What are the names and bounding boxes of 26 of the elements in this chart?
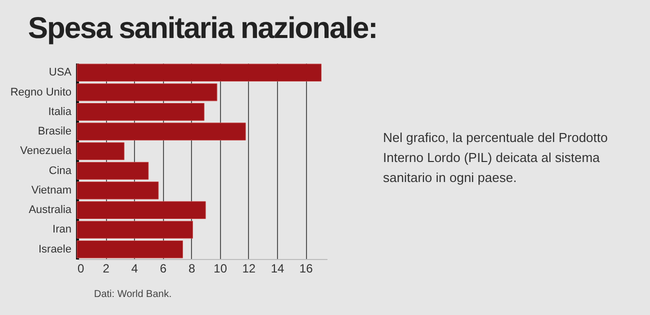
x-tick-label: 0 xyxy=(78,262,84,276)
y-tick-label: Italia xyxy=(48,106,72,118)
bar xyxy=(76,83,218,102)
chart-title: Spesa sanitaria nazionale: xyxy=(28,12,378,46)
bar xyxy=(76,240,183,258)
y-tick-label: Australia xyxy=(28,204,72,216)
y-tick-label: USA xyxy=(48,66,72,79)
y-tick-label: Cina xyxy=(48,164,72,177)
x-tick-label: 6 xyxy=(160,262,167,276)
y-tick-label: Brasile xyxy=(38,126,72,138)
bar xyxy=(76,64,322,82)
x-tick-label: 4 xyxy=(131,262,138,276)
y-tick-label: Iran xyxy=(52,224,72,236)
text: Nel grafico, la percentuale del Prodotto Interno Lordo (PIL) deicata al sistema sanitario in ogni paese. xyxy=(383,129,609,187)
x-tick-label: 10 xyxy=(214,262,228,276)
x-tick-label: 16 xyxy=(299,262,314,276)
y-tick-label: Regno Unito xyxy=(10,86,72,98)
y-tick-label: Venezuela xyxy=(20,145,72,158)
y-tick-label: Israele xyxy=(38,243,72,256)
text: Dati: World Bank. xyxy=(94,289,172,300)
x-tick-label: 12 xyxy=(242,262,256,276)
x-tick-label: 8 xyxy=(188,262,196,276)
x-tick-label: 14 xyxy=(270,262,284,276)
bar xyxy=(76,220,193,239)
x-tick-label: 2 xyxy=(102,262,110,276)
y-tick-label: Vietnam xyxy=(31,184,72,196)
